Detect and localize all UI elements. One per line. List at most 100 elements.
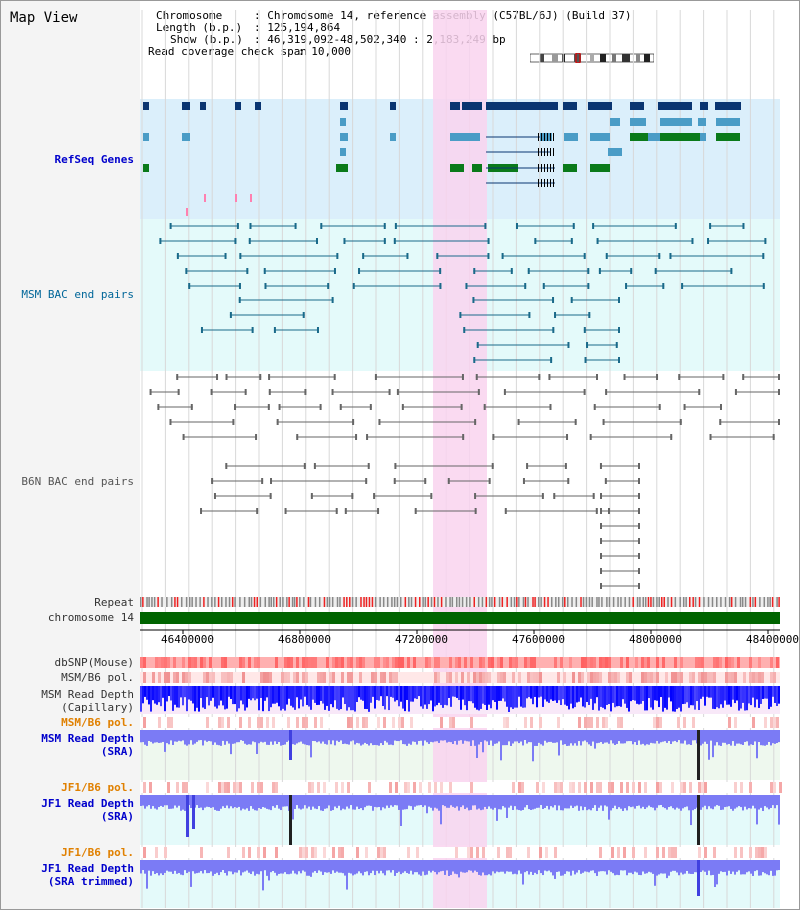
jf1-trim-bar	[606, 860, 608, 875]
jf1-trim-bar	[666, 860, 668, 879]
msm-sra-bar	[262, 730, 264, 743]
msm-sra-bar	[646, 730, 648, 745]
msm-pol-strip-2-cell	[167, 717, 170, 728]
msm-sra-bar	[536, 730, 538, 746]
jf1-sra-bar	[760, 795, 762, 808]
msm-capillary-bar	[552, 686, 554, 701]
msm-sra-bar	[156, 730, 158, 743]
msm-pol-strip-1-cell	[527, 672, 530, 683]
msm-capillary-bar	[714, 686, 716, 710]
msm-sra-bar	[546, 730, 548, 743]
msm-bac-pair-end	[316, 327, 319, 333]
repeat-feature	[585, 597, 588, 607]
jf1-trim-bar	[712, 860, 714, 875]
msm-pol-strip-1-cell	[644, 672, 647, 683]
gene-exon	[541, 133, 542, 141]
b6n-bac-pair-end	[549, 404, 552, 410]
track-label-msm-depth-capillary[interactable]: MSM Read Depth (Capillary)	[41, 688, 134, 714]
jf1-trim-bar	[372, 860, 374, 871]
repeat-feature	[264, 597, 267, 607]
gene-feature	[715, 102, 741, 110]
jf1-trim-bar	[588, 860, 590, 873]
msm-capillary-bar	[704, 686, 706, 706]
repeat-feature	[288, 597, 290, 607]
msm-sra-bar	[628, 730, 630, 742]
msm-pol-strip-2-cell	[362, 717, 365, 728]
repeat-feature	[685, 597, 687, 607]
jf1-trim-bar	[432, 860, 434, 871]
jf1-sra-bar	[158, 795, 160, 808]
jf1-sra-bar	[262, 795, 264, 808]
msm-sra-bar	[672, 730, 674, 742]
b6n-bac-pair-end	[719, 404, 722, 410]
jf1-pol-strip-2-cell	[299, 847, 302, 858]
msm-capillary-bar	[696, 686, 698, 702]
track-label-dbsnp[interactable]: dbSNP(Mouse)	[54, 656, 134, 669]
msm-sra-bar	[518, 730, 520, 744]
msm-capillary-bar	[376, 686, 378, 701]
dbsnp-strip-cell	[257, 657, 260, 668]
msm-sra-bar	[480, 730, 482, 742]
jf1-sra-bar	[560, 795, 562, 811]
jf1-trim-bar	[470, 860, 472, 871]
track-label-chromosome[interactable]: chromosome 14	[47, 611, 134, 624]
track-label-refseq[interactable]: RefSeq Genes	[54, 153, 134, 166]
msm-bac-pair-end	[248, 238, 251, 244]
jf1-trim-bar	[226, 860, 228, 876]
repeat-feature	[469, 597, 471, 607]
msm-pol-strip-2-cell	[764, 717, 767, 728]
msm-sra-bar	[428, 730, 430, 744]
msm-sra-bar	[174, 730, 176, 742]
b6n-bac-pair-end	[296, 434, 299, 440]
repeat-feature	[180, 597, 183, 607]
track-label-jf1-pol-1[interactable]: JF1/B6 pol.	[61, 781, 134, 794]
msm-sra-bar	[218, 730, 220, 746]
jf1-trim-bar	[584, 860, 586, 872]
repeat-feature	[307, 597, 310, 607]
msm-capillary-bar	[496, 686, 498, 710]
jf1-trim-bar	[300, 860, 302, 874]
repeat-feature	[286, 597, 288, 607]
track-label-msm-depth-sra[interactable]: MSM Read Depth (SRA)	[41, 732, 134, 758]
jf1-sra-bar	[756, 795, 758, 825]
msm-sra-bar	[328, 730, 330, 741]
dbsnp-strip-cell	[581, 657, 584, 668]
track-label-msm-bac[interactable]: MSM BAC end pairs	[21, 288, 134, 301]
jf1-sra-bar	[270, 795, 272, 811]
track-label-jf1-depth-sra[interactable]: JF1 Read Depth (SRA)	[41, 797, 134, 823]
track-label-repeat[interactable]: Repeat	[94, 596, 134, 609]
msm-capillary-bar	[378, 686, 380, 701]
b6n-bac-pair-end	[393, 478, 396, 484]
track-label-msm-pol-1[interactable]: MSM/B6 pol.	[61, 671, 134, 684]
repeat-feature	[199, 597, 201, 607]
track-label-jf1-depth-trimmed[interactable]: JF1 Read Depth (SRA trimmed)	[41, 862, 134, 888]
jf1-sra-bar	[700, 795, 702, 810]
msm-capillary-bar	[530, 686, 532, 699]
jf1-trim-bar	[484, 860, 486, 876]
msm-capillary-bar	[140, 686, 142, 712]
b6n-bac-pair-end	[596, 374, 599, 380]
jf1-pol-strip-1-cell	[335, 782, 338, 793]
repeat-feature	[161, 597, 163, 607]
msm-capillary-bar	[558, 686, 560, 701]
dbsnp-strip-cell	[284, 657, 287, 668]
b6n-bac-pair-end	[182, 434, 185, 440]
chromosome-ideogram[interactable]	[530, 53, 654, 63]
b6n-bac-pair-end	[658, 404, 661, 410]
gene-pseudo	[250, 194, 252, 202]
jf1-sra-bar	[724, 795, 726, 808]
msm-sra-bar	[306, 730, 308, 746]
track-label-b6n-bac[interactable]: B6N BAC end pairs	[21, 475, 134, 488]
b6n-bac-pair-end	[232, 419, 235, 425]
msm-capillary-bar	[192, 686, 194, 704]
jf1-sra-bar	[502, 795, 504, 807]
msm-sra-bar	[618, 730, 620, 742]
msm-pol-strip-2-cell	[392, 717, 395, 728]
msm-capillary-bar	[590, 686, 592, 699]
dbsnp-strip-cell	[341, 657, 344, 668]
track-label-msm-pol-2[interactable]: MSM/B6 pol.	[61, 716, 134, 729]
jf1-trim-bar	[204, 860, 206, 871]
track-label-jf1-pol-2[interactable]: JF1/B6 pol.	[61, 846, 134, 859]
msm-capillary-bar	[148, 686, 150, 705]
